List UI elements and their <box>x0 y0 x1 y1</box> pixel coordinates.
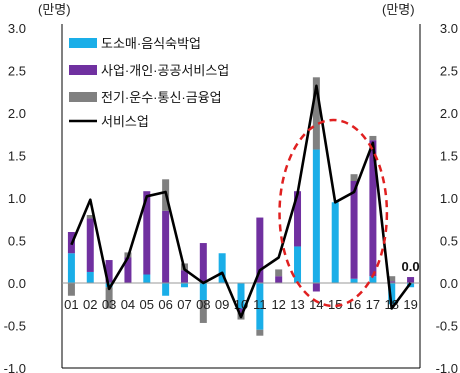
y-tick-left: 2.5 <box>8 64 26 79</box>
legend-label-services: 서비스업 <box>101 114 149 129</box>
bar-utilities-08 <box>199 300 207 323</box>
legend-swatch-utilities <box>69 92 97 102</box>
bar-retail-10 <box>237 283 245 309</box>
y-tick-right: -0.5 <box>436 319 458 334</box>
y-tick-left: 2.0 <box>8 106 26 121</box>
legend-label-business: 사업·개인·공공서비스업 <box>101 63 229 78</box>
bar-utilities-18 <box>388 276 396 282</box>
bar-utilities-03 <box>105 287 113 309</box>
x-tick-17: 17 <box>366 297 380 312</box>
bar-retail-14 <box>312 149 320 283</box>
annotation-label: 0.0 <box>402 259 420 274</box>
bar-business-14 <box>312 283 320 292</box>
bar-business-07 <box>180 270 188 283</box>
line-series <box>70 84 412 319</box>
bar-business-03 <box>105 260 113 283</box>
x-tick-02: 02 <box>83 297 97 312</box>
bar-retail-06 <box>162 283 170 296</box>
bar-retail-15 <box>331 202 339 283</box>
legend-swatch-business <box>69 65 97 75</box>
bar-retail-09 <box>218 253 226 283</box>
bar-retail-17 <box>369 276 377 283</box>
bar-retail-18 <box>388 283 396 305</box>
x-tick-19: 19 <box>403 297 417 312</box>
bar-utilities-17 <box>369 135 377 141</box>
bar-retail-05 <box>143 274 151 283</box>
right-tick-labels: 3.0 2.5 2.0 1.5 1.0 0.5 0.0 -0.5 -1.0 <box>436 21 458 373</box>
bar-utilities-16 <box>350 174 358 181</box>
bar-business-18 <box>388 281 396 283</box>
x-tick-12: 12 <box>271 297 285 312</box>
y-tick-left: 0.5 <box>8 234 26 249</box>
y-tick-right: -1.0 <box>436 361 458 373</box>
bar-retail-02 <box>86 271 94 283</box>
legend-label-retail: 도소매·음식숙박업 <box>101 36 201 51</box>
bar-business-10 <box>237 308 245 313</box>
bar-retail-11 <box>256 283 264 330</box>
x-tick-07: 07 <box>177 297 191 312</box>
y-tick-right: 1.0 <box>440 191 458 206</box>
bar-retail-16 <box>350 278 358 283</box>
bar-retail-13 <box>294 246 302 283</box>
bar-business-04 <box>124 257 132 283</box>
left-tick-labels: 3.0 2.5 2.0 1.5 1.0 0.5 0.0 -0.5 -1.0 <box>4 21 26 373</box>
x-tick-16: 16 <box>347 297 361 312</box>
y-tick-left: 1.5 <box>8 149 26 164</box>
bar-business-05 <box>143 191 151 275</box>
legend-label-utilities: 전기·운수·통신·금융업 <box>101 90 222 105</box>
highlight-ellipse <box>278 118 389 308</box>
bar-utilities-01 <box>67 283 75 296</box>
y-tick-left: -1.0 <box>4 361 26 373</box>
y-tick-left: 3.0 <box>8 21 26 36</box>
bar-utilities-02 <box>86 215 94 219</box>
y-tick-right: 0.5 <box>440 234 458 249</box>
x-tick-04: 04 <box>121 297 135 312</box>
x-tick-05: 05 <box>140 297 154 312</box>
legend-swatch-retail <box>69 38 97 48</box>
x-tick-labels: 01 02 03 04 05 06 07 08 09 10 11 12 13 14 15 16 17 18 19 <box>64 297 418 312</box>
x-tick-01: 01 <box>64 297 78 312</box>
bar-utilities-14 <box>312 77 320 150</box>
y-tick-right: 1.5 <box>440 149 458 164</box>
line-services <box>70 84 412 319</box>
x-tick-15: 15 <box>328 297 342 312</box>
y-tick-right: 0.0 <box>440 276 458 291</box>
bar-business-11 <box>256 217 264 283</box>
y-tick-left: -0.5 <box>4 319 26 334</box>
x-tick-06: 06 <box>158 297 172 312</box>
annotations: 0.0 <box>402 259 420 274</box>
bar-business-13 <box>294 191 302 247</box>
y-tick-right: 2.5 <box>440 64 458 79</box>
bar-business-16 <box>350 181 358 279</box>
x-tick-08: 08 <box>196 297 210 312</box>
bar-business-06 <box>162 210 170 283</box>
x-tick-09: 09 <box>215 297 229 312</box>
y-tick-left: 0.0 <box>8 276 26 291</box>
bar-retail-08 <box>199 283 207 300</box>
bar-retail-07 <box>180 283 188 288</box>
bar-business-02 <box>86 218 94 272</box>
bar-utilities-11 <box>256 329 264 336</box>
x-tick-11: 11 <box>253 297 267 312</box>
unit-label-left: (만명) <box>38 2 71 17</box>
unit-label-right: (만명) <box>382 2 415 17</box>
legend: 도소매·음식숙박업 사업·개인·공공서비스업 전기·운수·통신·금융업 서비스업 <box>69 36 229 129</box>
bar-business-08 <box>199 243 207 283</box>
y-tick-right: 3.0 <box>440 21 458 36</box>
highlight <box>278 118 389 308</box>
x-tick-03: 03 <box>102 297 116 312</box>
bar-business-12 <box>275 276 283 283</box>
bar-utilities-12 <box>275 269 283 277</box>
bar-business-19 <box>407 277 415 283</box>
y-tick-left: 1.0 <box>8 191 26 206</box>
y-tick-right: 2.0 <box>440 106 458 121</box>
bar-business-17 <box>369 140 377 277</box>
x-tick-14: 14 <box>309 297 323 312</box>
bar-retail-01 <box>67 253 75 283</box>
x-tick-13: 13 <box>290 297 304 312</box>
